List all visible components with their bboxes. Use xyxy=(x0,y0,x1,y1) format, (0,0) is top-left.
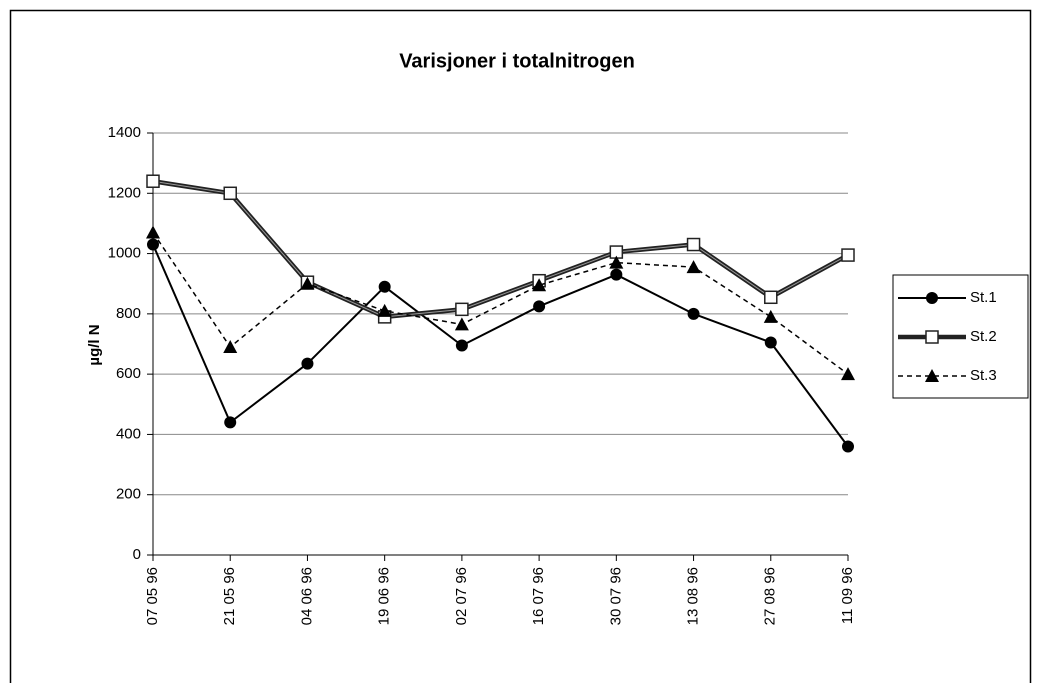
x-tick-label: 11 09 96 xyxy=(839,567,856,624)
data-point xyxy=(764,336,777,349)
y-tick-label: 600 xyxy=(116,365,141,382)
data-point xyxy=(224,416,237,429)
data-point xyxy=(842,440,854,453)
data-point xyxy=(609,255,624,269)
y-tick-label: 200 xyxy=(116,486,141,503)
data-point xyxy=(301,357,314,370)
legend-marker xyxy=(925,369,939,382)
data-point xyxy=(686,237,701,252)
x-tick-label: 04 06 96 xyxy=(298,567,315,625)
chart-title: Varisjoner i totalnitrogen xyxy=(399,50,635,72)
frame xyxy=(9,9,1032,683)
series-line xyxy=(152,232,849,375)
x-tick-label: 02 07 96 xyxy=(453,567,470,625)
y-tick-label: 1400 xyxy=(108,124,141,141)
data-point xyxy=(147,238,159,251)
data-point xyxy=(841,367,855,381)
data-point xyxy=(146,174,160,188)
data-point xyxy=(841,248,855,262)
x-tick-label: 16 07 96 xyxy=(530,567,547,625)
data-point xyxy=(763,309,778,323)
data-point xyxy=(300,276,315,290)
y-tick-label: 800 xyxy=(116,305,141,322)
x-tick-label: 13 08 96 xyxy=(685,567,702,625)
x-tick-label: 07 05 96 xyxy=(144,567,161,625)
series-line xyxy=(152,244,849,448)
legend-marker xyxy=(925,330,939,344)
y-axis-label: µg/l N xyxy=(86,324,103,365)
data-point xyxy=(455,302,469,317)
data-point xyxy=(378,280,391,293)
data-point xyxy=(764,290,778,305)
x-tick-label: 27 08 96 xyxy=(762,567,779,625)
data-point xyxy=(223,340,238,354)
data-point xyxy=(455,339,468,352)
legend-marker xyxy=(926,292,938,304)
y-tick-label: 400 xyxy=(116,425,141,442)
data-point xyxy=(687,307,700,320)
data-point xyxy=(532,278,547,292)
series-line-inner xyxy=(152,180,849,318)
data-point xyxy=(610,268,623,281)
series-line xyxy=(152,179,850,320)
data-point xyxy=(686,260,701,274)
legend-label: St.2 xyxy=(970,328,997,345)
data-point xyxy=(146,225,160,239)
legend-label: St.3 xyxy=(970,367,997,384)
data-point xyxy=(533,300,546,313)
data-point xyxy=(454,317,469,331)
x-tick-label: 30 07 96 xyxy=(607,567,624,625)
y-tick-label: 1200 xyxy=(108,184,141,201)
y-tick-label: 1000 xyxy=(108,245,141,262)
legend-label: St.1 xyxy=(970,289,997,306)
data-point xyxy=(377,303,392,317)
x-tick-label: 21 05 96 xyxy=(221,567,238,625)
y-tick-label: 0 xyxy=(133,546,141,563)
x-tick-label: 19 06 96 xyxy=(376,567,393,625)
data-point xyxy=(223,186,237,201)
